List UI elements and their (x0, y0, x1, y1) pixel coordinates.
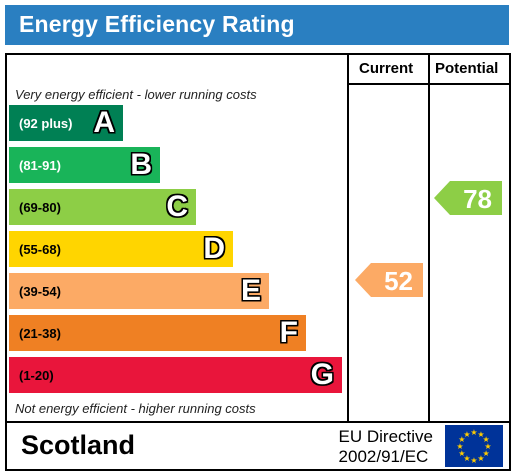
rating-chart: Current Potential Very energy efficient … (5, 53, 511, 423)
band-range-label: (55-68) (19, 242, 61, 257)
band-range-label: (92 plus) (19, 116, 73, 131)
band-a: (92 plus) A (9, 105, 123, 141)
current-rating-value: 52 (384, 266, 413, 296)
band-letter: D (203, 232, 225, 265)
eu-star-icon: ★ (470, 428, 477, 437)
band-letter: A (93, 106, 115, 139)
eu-star-icon: ★ (477, 454, 484, 463)
column-header-current: Current (359, 60, 414, 77)
band-g: (1-20) G (9, 357, 342, 393)
eu-star-icon: ★ (456, 442, 463, 451)
header-bar: Energy Efficiency Rating (5, 5, 509, 45)
note-bottom: Not energy efficient - higher running co… (15, 401, 256, 416)
band-c: (69-80) C (9, 189, 196, 225)
eu-directive-text: EU Directive 2002/91/EC (339, 427, 433, 467)
eu-star-icon: ★ (458, 435, 465, 444)
band-range-label: (81-91) (19, 158, 61, 173)
band-letter: G (310, 358, 334, 391)
band-range-label: (39-54) (19, 284, 61, 299)
eu-star-icon: ★ (483, 449, 490, 458)
country-label: Scotland (21, 430, 136, 460)
potential-rating-arrow: 78 (434, 181, 502, 215)
footer-bar: Scotland EU Directive 2002/91/EC ★ ★ ★ ★ ★ ★ ★… (5, 421, 511, 471)
eu-stars: ★ ★★★★★★★★★★★ (456, 428, 491, 465)
band-letter: F (279, 316, 298, 349)
current-arrow-shape (355, 263, 423, 297)
band-letter: B (130, 148, 152, 181)
eu-star-icon: ★ (458, 449, 465, 458)
eu-star-icon: ★ (483, 435, 490, 444)
header-row-divider (347, 83, 509, 85)
band-letter: C (166, 190, 188, 223)
current-rating-arrow: 52 (355, 263, 423, 297)
note-top: Very energy efficient - lower running co… (15, 87, 257, 102)
band-range-label: (21-38) (19, 326, 61, 341)
band-letter: E (240, 274, 261, 307)
band-d: (55-68) D (9, 231, 233, 267)
eu-flag-icon: ★ ★ ★ ★ ★ ★ ★ ★ ★ ★ ★ ★ (445, 425, 503, 467)
eu-star-icon: ★ (463, 430, 470, 439)
column-divider-current (347, 55, 349, 421)
band-range-label: (69-80) (19, 200, 61, 215)
band-e: (39-54) E (9, 273, 269, 309)
eu-star-icon: ★ (484, 442, 491, 451)
band-f: (21-38) F (9, 315, 306, 351)
column-divider-potential (428, 55, 430, 421)
column-header-potential: Potential (435, 60, 499, 77)
potential-arrow-shape (434, 181, 502, 215)
eu-directive-line2: 2002/91/EC (338, 447, 429, 466)
potential-rating-value: 78 (463, 184, 492, 214)
eu-star-icon: ★ (463, 454, 470, 463)
band-b: (81-91) B (9, 147, 160, 183)
eu-star-icon: ★ (470, 456, 477, 465)
page-title: Energy Efficiency Rating (19, 11, 295, 37)
band-range-label: (1-20) (19, 368, 54, 383)
eu-directive-line1: EU Directive (338, 427, 433, 446)
eu-star-icon: ★ (477, 430, 484, 439)
